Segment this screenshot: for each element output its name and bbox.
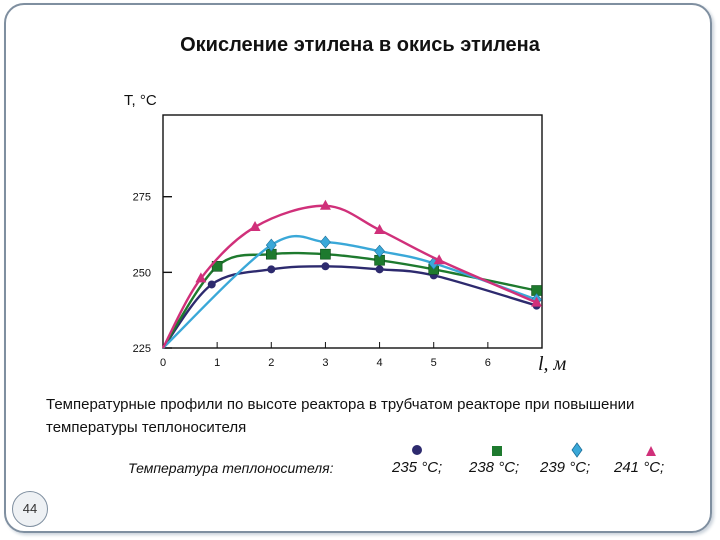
legend-item-238: 238 °С;: [469, 459, 520, 476]
data-point: [319, 199, 331, 210]
y-axis-title: T, °C: [124, 92, 157, 109]
chart-axes: [162, 114, 543, 349]
series-line: [161, 204, 538, 349]
legend-marker-diamond: [571, 442, 583, 458]
x-axis-title: l, м: [538, 353, 567, 375]
data-point: [531, 296, 543, 307]
legend-item-235: 235 °С;: [392, 459, 443, 476]
x-tick-label: 4: [377, 357, 383, 369]
data-point: [265, 238, 277, 252]
data-point: [320, 235, 331, 249]
series-1: [161, 248, 542, 349]
x-tick-label: 6: [485, 357, 491, 369]
legend-marker-square: [492, 446, 502, 456]
data-point: [374, 244, 385, 258]
plot-frame: [162, 114, 543, 349]
page-title: Окисление этилена в окись этилена: [180, 34, 540, 56]
data-point: [375, 265, 384, 274]
data-point: [195, 272, 207, 283]
x-tick-label: 2: [268, 357, 274, 369]
series-2: [162, 235, 542, 349]
x-tick-label: 0: [160, 357, 166, 369]
y-tick-label: 225: [133, 343, 151, 355]
page-number-badge: 44: [12, 491, 48, 527]
data-point: [321, 262, 330, 271]
data-point: [320, 248, 331, 260]
data-point: [374, 223, 386, 234]
chart-caption: Температурные профили по высоте реактора…: [46, 396, 635, 436]
data-point: [267, 265, 276, 274]
x-tick-label: 5: [431, 357, 437, 369]
legend-item-241: 241 °С;: [614, 459, 665, 476]
chart-ticks: 0 1 2 3 4 5 6 225 250 275: [133, 192, 491, 369]
chart-series: [161, 199, 543, 349]
data-point: [433, 254, 445, 265]
legend-marker-triangle: [646, 446, 656, 456]
data-point: [249, 220, 261, 231]
series-line: [162, 235, 537, 349]
legend-title: Температура теплоносителя:: [128, 460, 334, 476]
series-3: [161, 199, 543, 349]
x-tick-label: 3: [322, 357, 328, 369]
data-point: [207, 280, 216, 289]
legend-marker-circle: [412, 445, 422, 455]
y-tick-label: 275: [133, 192, 151, 204]
series-0: [162, 262, 541, 349]
x-tick-label: 1: [214, 357, 220, 369]
slide-frame: [4, 3, 712, 533]
y-tick-label: 250: [133, 267, 151, 279]
legend-item-239: 239 °С;: [540, 459, 591, 476]
